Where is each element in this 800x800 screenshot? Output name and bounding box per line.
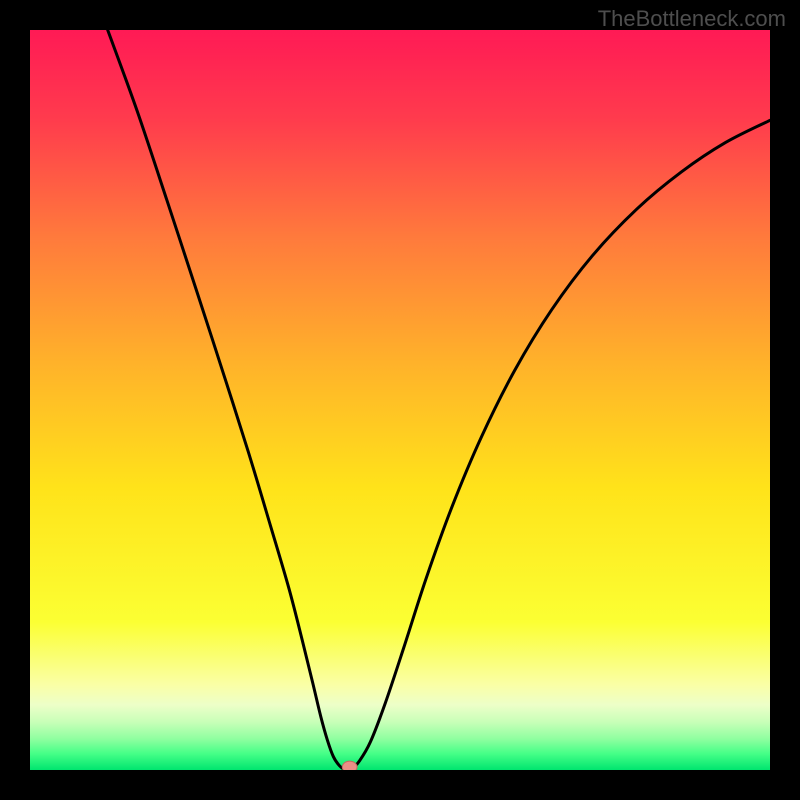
chart-plot-area bbox=[30, 30, 770, 770]
watermark-text: TheBottleneck.com bbox=[598, 6, 786, 32]
chart-svg bbox=[30, 30, 770, 770]
minimum-marker bbox=[342, 761, 357, 770]
